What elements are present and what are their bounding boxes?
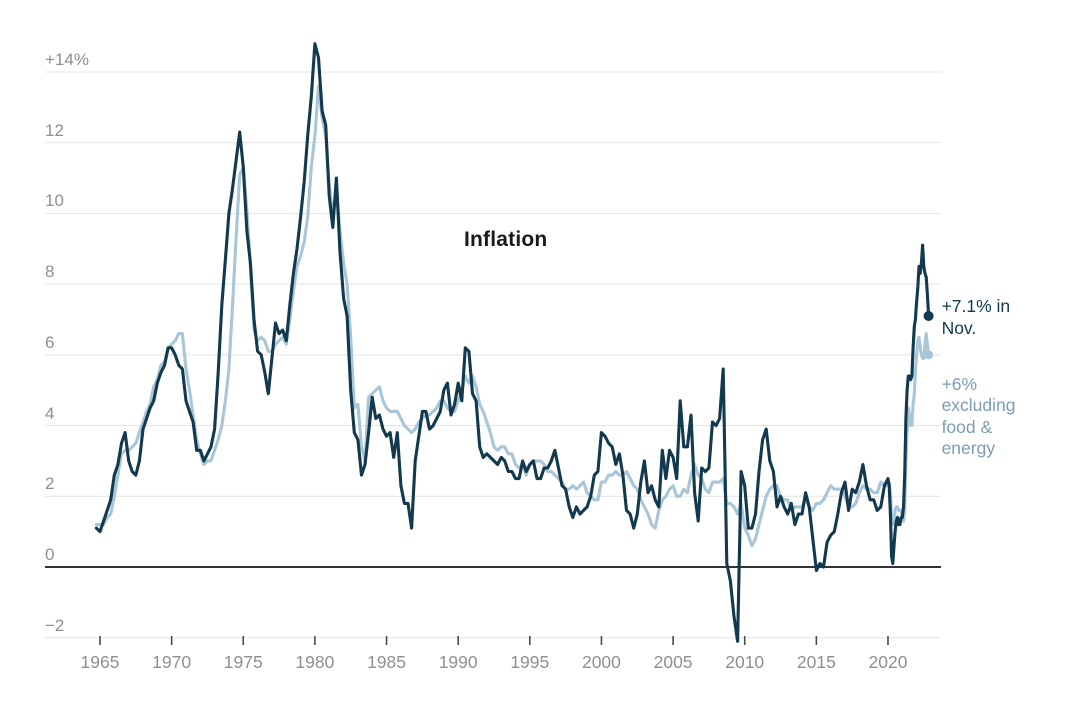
y-axis-label-10: 10 [45, 191, 64, 211]
headline-cpi-inflation-endpoint-dot [923, 310, 934, 321]
headline-cpi-inflation-line [94, 42, 931, 643]
x-axis-label-2000: 2000 [581, 652, 621, 672]
core-latest-annotation-line-2: excluding [941, 395, 1016, 416]
headline-latest-annotation-line-2: Nov. [941, 317, 977, 338]
x-axis-label-2020: 2020 [868, 652, 908, 672]
x-axis-label-1965: 1965 [80, 652, 120, 672]
x-axis-label-1970: 1970 [152, 652, 192, 672]
x-axis-label-1985: 1985 [367, 652, 406, 672]
y-axis-label-2: 2 [45, 474, 55, 494]
y-axis-label-14: +14% [45, 49, 89, 69]
x-axis-label-1980: 1980 [295, 652, 335, 672]
y-axis-label-4: 4 [45, 403, 55, 423]
core-latest-annotation-line-1: +6% [941, 373, 978, 394]
y-axis-label-2: −2 [45, 615, 65, 635]
y-axis-label-6: 6 [45, 332, 55, 352]
x-axis-label-2010: 2010 [725, 652, 765, 672]
x-axis-label-2015: 2015 [796, 652, 836, 672]
headline-latest-annotation-line-1: +7.1% in [941, 295, 1011, 316]
x-axis-label-2005: 2005 [653, 652, 693, 672]
x-axis-label-1975: 1975 [223, 652, 263, 672]
x-axis-label-1990: 1990 [438, 652, 478, 672]
chart-title: Inflation [464, 228, 548, 251]
headline-latest-annotation: +7.1% in Nov. [942, 295, 1011, 339]
y-axis-label-0: 0 [45, 545, 55, 564]
core-latest-annotation-line-4: energy [941, 438, 996, 459]
core-latest-annotation-line-3: food & [941, 416, 993, 437]
core-cpi-excluding-food-energy-endpoint-dot [924, 350, 934, 360]
x-axis-label-1995: 1995 [510, 652, 550, 672]
core-latest-annotation: +6% excluding food & energy [942, 374, 1016, 460]
y-axis-label-12: 12 [45, 120, 64, 140]
y-axis-label-8: 8 [45, 262, 55, 282]
